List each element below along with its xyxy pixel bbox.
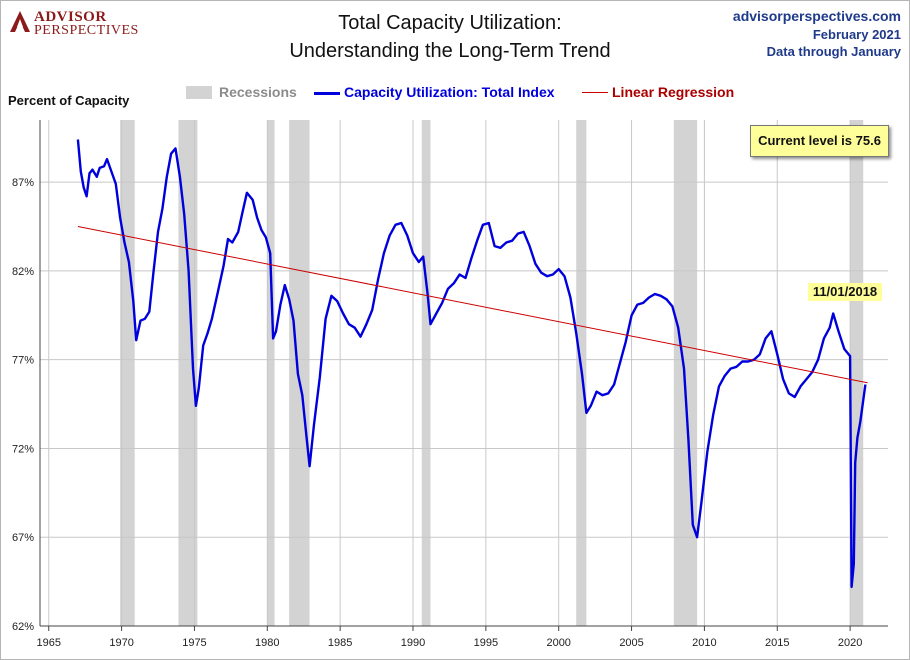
source-website: advisorperspectives.com: [732, 8, 901, 24]
y-axis-label: Percent of Capacity: [8, 93, 130, 108]
x-tick-label: 1985: [328, 637, 352, 649]
legend-label-linear-regression: Linear Regression: [612, 84, 735, 100]
advisor-perspectives-logo: ADVISOR PERSPECTIVES: [9, 8, 149, 38]
recession-bands: [120, 120, 864, 626]
legend-swatch-capacity-utilization: [314, 92, 340, 95]
x-tick-label: 1965: [37, 637, 61, 649]
source-date: February 2021: [812, 27, 901, 42]
x-tick-label: 2000: [546, 637, 570, 649]
x-tick-label: 2015: [765, 637, 789, 649]
chart-title-line-1: Total Capacity Utilization:: [338, 12, 562, 34]
x-tick-label: 1990: [401, 637, 425, 649]
y-tick-label: 77%: [12, 355, 34, 367]
y-tick-label: 82%: [12, 266, 34, 278]
gridlines: [40, 120, 888, 627]
current-level-callout: Current level is 75.6: [750, 125, 889, 157]
peak-date-label: 11/01/2018: [808, 283, 882, 301]
tick-labels: 62% 67% 72% 77% 82% 87% 1965 1970 1975 1980 1985 19…: [12, 177, 862, 649]
recession-band-1: [120, 120, 135, 626]
legend-swatch-recessions: [186, 86, 212, 99]
capacity-utilization-line: [76, 139, 867, 589]
x-tick-label: 1975: [182, 637, 206, 649]
x-tick-label: 2010: [692, 637, 716, 649]
y-tick-label: 87%: [12, 177, 34, 189]
recession-band-3: [267, 120, 275, 626]
logo-text-perspectives: PERSPECTIVES: [34, 23, 139, 38]
legend-label-recessions: Recessions: [219, 84, 297, 100]
x-tick-label: 2005: [619, 637, 643, 649]
y-tick-label: 67%: [12, 532, 34, 544]
data-series: [76, 139, 868, 589]
source-data-through: Data through January: [766, 44, 901, 59]
y-tick-label: 72%: [12, 443, 34, 455]
x-tick-label: 1995: [474, 637, 498, 649]
recession-band-4: [289, 120, 310, 626]
x-tick-label: 1970: [109, 637, 133, 649]
legend-label-capacity-utilization: Capacity Utilization: Total Index: [344, 84, 555, 100]
x-tick-label: 1980: [255, 637, 279, 649]
recession-band-5: [421, 120, 431, 626]
y-tick-label: 62%: [12, 621, 34, 633]
chart-legend: Recessions Capacity Utilization: Total I…: [180, 83, 740, 103]
recession-band-8: [850, 120, 864, 626]
chart-title-line-2: Understanding the Long-Term Trend: [289, 40, 611, 62]
recession-band-2: [178, 120, 198, 626]
linear-regression-line: [77, 226, 868, 384]
logo-text-advisor: ADVISOR: [34, 9, 107, 25]
x-tick-label: 2020: [838, 637, 862, 649]
axes: [39, 120, 888, 631]
legend-swatch-linear-regression: [582, 92, 608, 93]
logo-mark-icon: [10, 11, 30, 32]
